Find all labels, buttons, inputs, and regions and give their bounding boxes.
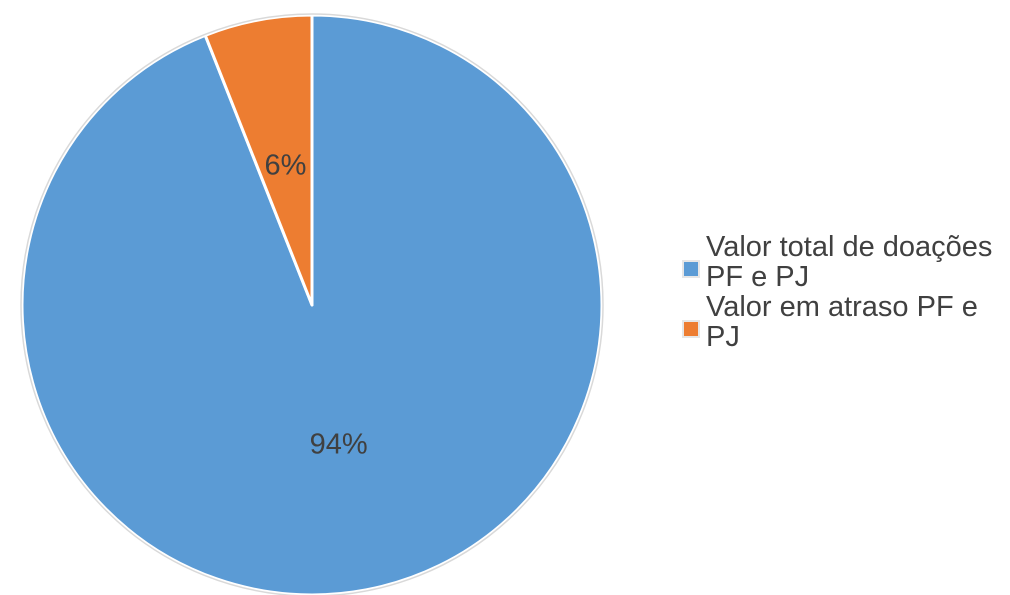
- legend-item-overdue-value[interactable]: Valor em atraso PF e PJ: [680, 292, 1006, 352]
- legend-swatch-total-donations: [682, 260, 700, 278]
- pie-outline: [20, 13, 604, 595]
- legend: Valor total de doações PF e PJ Valor em …: [680, 232, 1006, 352]
- pie-slices: [20, 13, 604, 595]
- pie-label-total-donations: 94%: [310, 429, 368, 461]
- legend-item-total-donations[interactable]: Valor total de doações PF e PJ: [680, 232, 1006, 292]
- pie-data-labels: 94% 6%: [264, 149, 367, 460]
- pie-label-overdue-value: 6%: [264, 149, 306, 181]
- legend-label-overdue-value: Valor em atraso PF e PJ: [706, 291, 978, 353]
- legend-swatch-overdue-value: [682, 320, 700, 338]
- legend-label-total-donations: Valor total de doações PF e PJ: [706, 231, 993, 293]
- pie-slice-overdue-value[interactable]: [203, 13, 314, 307]
